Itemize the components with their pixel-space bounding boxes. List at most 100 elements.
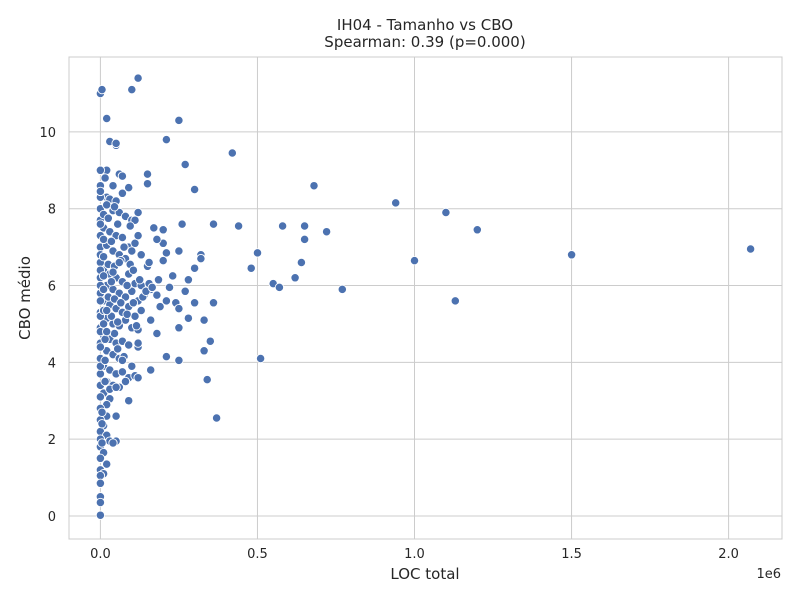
- x-tick-label: 1.0: [404, 547, 425, 562]
- scatter-point: [102, 113, 112, 124]
- scatter-point: [566, 250, 577, 260]
- scatter-point: [95, 453, 106, 463]
- scatter-point: [147, 282, 157, 293]
- x-axis-label: LOC total: [390, 565, 459, 583]
- scatter-point: [98, 252, 109, 262]
- scatter-point: [122, 280, 132, 291]
- scatter-point: [102, 326, 112, 337]
- scatter-point: [102, 459, 112, 469]
- scatter-point: [174, 115, 184, 126]
- scatter-point: [133, 207, 143, 218]
- scatter-point: [113, 344, 123, 354]
- scatter-point: [130, 238, 140, 248]
- scatter-point: [97, 407, 107, 417]
- chart-title: IH04 - Tamanho vs CBO: [337, 16, 513, 34]
- scatter-point: [95, 369, 106, 379]
- y-tick-label: 2: [48, 433, 56, 448]
- scatter-point: [161, 134, 172, 145]
- scatter-point: [95, 219, 106, 229]
- scatter-point: [124, 182, 134, 193]
- scatter-point: [277, 221, 288, 231]
- scatter-point: [174, 323, 184, 333]
- scatter-point: [199, 315, 209, 325]
- scatter-point: [97, 438, 107, 448]
- scatter-point: [102, 305, 112, 316]
- tick-labels: 0.0 0.5 1.0 1.5 2.0 0 2 4 6 8 10: [39, 126, 738, 562]
- scatter-point: [309, 181, 319, 191]
- scatter-point: [199, 346, 209, 356]
- scatter-point: [152, 290, 162, 300]
- scatter-point: [299, 234, 310, 245]
- scatter-point: [133, 230, 143, 241]
- scatter-point: [136, 305, 146, 316]
- scatter-point: [252, 248, 263, 258]
- scatter-point: [95, 296, 106, 306]
- scatter-point: [133, 338, 143, 348]
- scatter-point: [149, 223, 159, 233]
- scatter-point: [164, 282, 175, 293]
- scatter-point: [131, 321, 142, 331]
- scatter-point: [450, 296, 460, 306]
- scatter-point: [108, 438, 118, 448]
- x-tick-label: 1.5: [561, 547, 582, 562]
- scatter-point: [111, 411, 121, 421]
- scatter-point: [205, 336, 215, 346]
- scatter-point: [97, 84, 107, 95]
- scatter-point: [180, 286, 190, 296]
- scatter-point: [321, 227, 332, 237]
- scatter-point: [158, 255, 168, 266]
- scatter-point: [95, 470, 106, 481]
- scatter-point: [233, 221, 244, 231]
- scatter-point: [119, 242, 129, 252]
- scatter-point: [98, 234, 109, 245]
- scatter-point: [208, 298, 219, 308]
- scatter-point: [100, 376, 110, 387]
- scatter-point: [113, 219, 123, 229]
- scatter-point: [189, 298, 200, 308]
- chart-subtitle: Spearman: 0.39 (p=0.000): [324, 33, 525, 51]
- scatter-point: [202, 374, 212, 385]
- scatter-point: [106, 236, 117, 247]
- x-tick-label: 0.5: [247, 547, 268, 562]
- scatter-point: [174, 246, 184, 256]
- scatter-point: [472, 225, 482, 235]
- scatter-point: [95, 165, 106, 175]
- scatter-point: [97, 419, 107, 429]
- scatter-point: [109, 328, 120, 339]
- scatter-point: [117, 355, 128, 366]
- x-tick-label: 2.0: [718, 547, 739, 562]
- scatter-point: [146, 365, 156, 375]
- scatter-point: [146, 315, 156, 325]
- scatter-point: [296, 257, 307, 268]
- scatter-point: [127, 84, 137, 95]
- scatter-point: [127, 246, 137, 256]
- scatter-point: [745, 244, 756, 254]
- data-points: [95, 73, 756, 520]
- scatter-point: [133, 73, 143, 83]
- scatter-point: [155, 301, 165, 312]
- y-tick-label: 10: [39, 126, 56, 141]
- scatter-point: [100, 173, 110, 183]
- scatter-point: [152, 234, 162, 245]
- scatter-point: [299, 221, 310, 231]
- scatter-point: [95, 342, 106, 352]
- x-tick-label: 0.0: [90, 547, 111, 562]
- scatter-point: [211, 413, 222, 423]
- scatter-point: [135, 275, 145, 285]
- scatter-point: [95, 510, 106, 520]
- scatter-point: [117, 367, 128, 377]
- grid: [69, 57, 782, 539]
- scatter-point: [128, 265, 139, 275]
- scatter-point: [180, 159, 190, 170]
- scatter-point: [124, 396, 134, 406]
- plot-frame: [68, 56, 783, 540]
- scatter-point: [111, 382, 121, 392]
- scatter-point: [290, 273, 300, 283]
- scatter-point: [142, 179, 153, 189]
- scatter-point: [95, 392, 106, 402]
- scatter-point: [117, 171, 128, 181]
- scatter-point: [116, 298, 126, 308]
- scatter-point: [177, 219, 187, 229]
- scatter-point: [183, 313, 194, 323]
